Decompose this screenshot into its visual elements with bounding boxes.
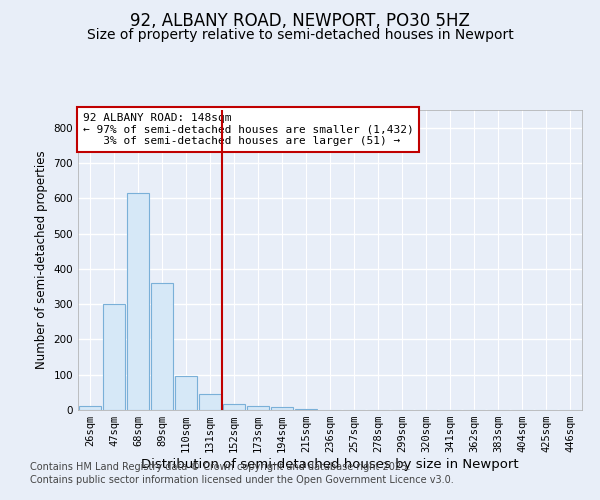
Text: Contains HM Land Registry data © Crown copyright and database right 2025.: Contains HM Land Registry data © Crown c…: [30, 462, 410, 472]
Bar: [223, 404, 245, 410]
Y-axis label: Number of semi-detached properties: Number of semi-detached properties: [35, 150, 48, 370]
Text: 92 ALBANY ROAD: 148sqm
← 97% of semi-detached houses are smaller (1,432)
   3% o: 92 ALBANY ROAD: 148sqm ← 97% of semi-det…: [83, 113, 414, 146]
Bar: [127, 193, 149, 410]
Text: Size of property relative to semi-detached houses in Newport: Size of property relative to semi-detach…: [86, 28, 514, 42]
Text: 92, ALBANY ROAD, NEWPORT, PO30 5HZ: 92, ALBANY ROAD, NEWPORT, PO30 5HZ: [130, 12, 470, 30]
X-axis label: Distribution of semi-detached houses by size in Newport: Distribution of semi-detached houses by …: [141, 458, 519, 471]
Bar: [247, 406, 269, 410]
Bar: [103, 304, 125, 410]
Bar: [79, 406, 101, 410]
Bar: [175, 376, 197, 410]
Bar: [199, 394, 221, 410]
Bar: [151, 283, 173, 410]
Text: Contains public sector information licensed under the Open Government Licence v3: Contains public sector information licen…: [30, 475, 454, 485]
Bar: [271, 407, 293, 410]
